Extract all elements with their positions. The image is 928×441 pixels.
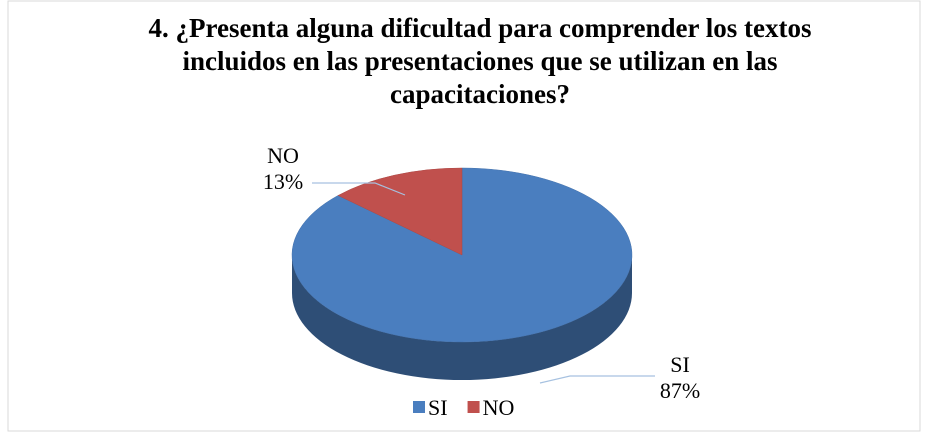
data-label-value: 13% <box>263 169 303 194</box>
leader-line <box>312 182 406 196</box>
leader-line <box>539 375 655 384</box>
pie-side <box>292 255 632 380</box>
legend-swatch <box>467 401 480 413</box>
legend-swatch <box>413 401 425 413</box>
pie-slice <box>291 167 633 343</box>
chart-title: 4. ¿Presenta alguna dificultad para comp… <box>148 13 812 109</box>
data-label-name: NO <box>267 143 299 168</box>
data-label-value: 87% <box>660 378 700 403</box>
pie-slice <box>337 167 463 256</box>
legend-label: SI <box>428 395 448 420</box>
data-label-name: SI <box>670 352 690 377</box>
legend-label: NO <box>483 395 515 420</box>
